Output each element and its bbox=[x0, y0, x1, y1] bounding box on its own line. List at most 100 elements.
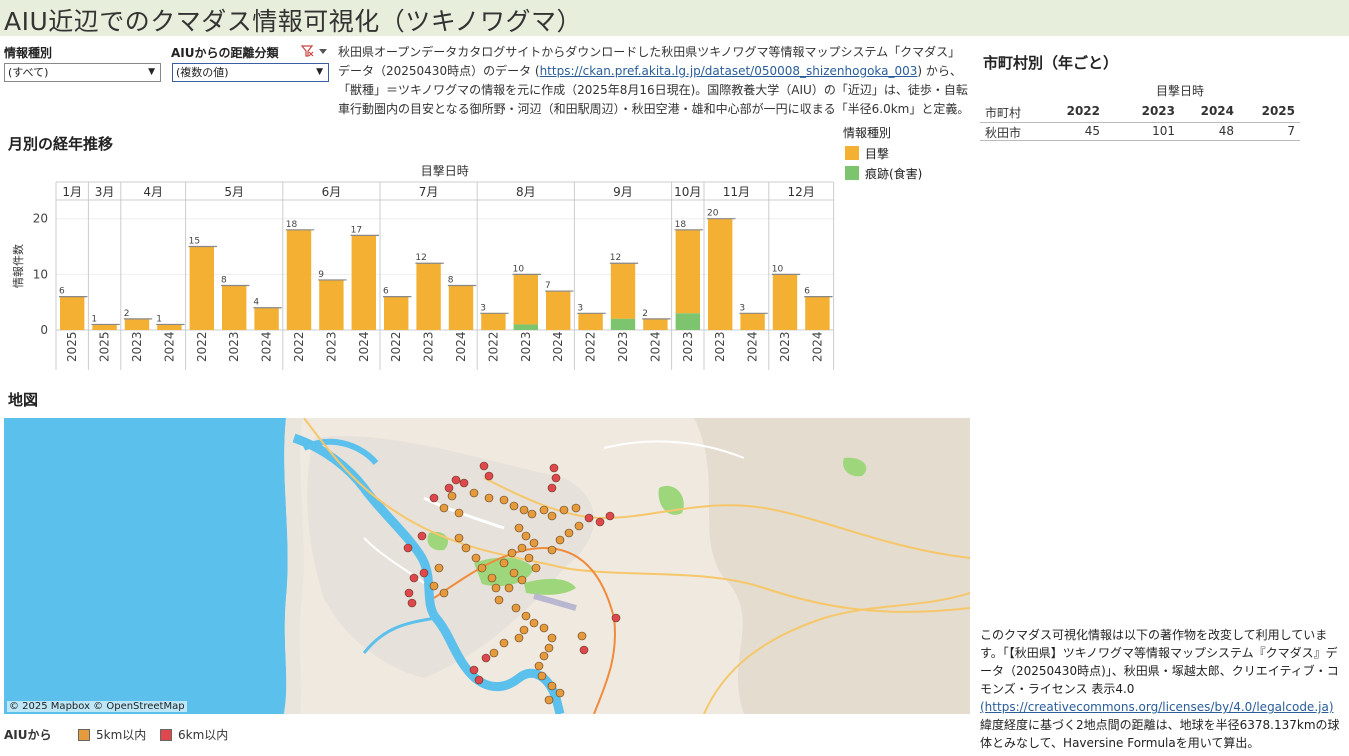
map-point[interactable] bbox=[444, 483, 454, 493]
legend-label: 5km以内 bbox=[96, 728, 147, 742]
map-legend-item-6km[interactable]: 6km以内 bbox=[160, 726, 228, 743]
map-point[interactable] bbox=[549, 463, 559, 473]
map-point[interactable] bbox=[564, 528, 574, 538]
map-point[interactable] bbox=[529, 538, 539, 548]
map-point[interactable] bbox=[419, 568, 429, 578]
map-point[interactable] bbox=[491, 583, 501, 593]
map-point[interactable] bbox=[454, 533, 464, 543]
map-point[interactable] bbox=[539, 651, 549, 661]
map-point[interactable] bbox=[507, 548, 517, 558]
bar-sighting bbox=[546, 291, 571, 330]
map-point[interactable] bbox=[534, 661, 544, 671]
table-row[interactable]: 秋田市 45 101 48 7 bbox=[980, 122, 1300, 141]
map-point[interactable] bbox=[544, 695, 554, 705]
map-view[interactable]: © 2025 Mapbox © OpenStreetMap bbox=[4, 418, 970, 714]
map-point[interactable] bbox=[489, 648, 499, 658]
map-point[interactable] bbox=[469, 665, 479, 675]
map-point[interactable] bbox=[544, 643, 554, 653]
map-point[interactable] bbox=[529, 618, 539, 628]
map-point[interactable] bbox=[511, 603, 521, 613]
map-point[interactable] bbox=[559, 505, 569, 515]
map-point[interactable] bbox=[551, 473, 561, 483]
map-point[interactable] bbox=[404, 588, 414, 598]
map-point[interactable] bbox=[439, 503, 449, 513]
bar-sighting bbox=[740, 313, 765, 330]
map-point[interactable] bbox=[494, 595, 504, 605]
map-point[interactable] bbox=[547, 483, 557, 493]
map-point[interactable] bbox=[499, 495, 509, 505]
year-label: 2025 bbox=[65, 331, 79, 362]
legend-item-sighting[interactable]: 目撃 bbox=[845, 145, 889, 162]
map-point[interactable] bbox=[447, 491, 457, 501]
map-point[interactable] bbox=[509, 568, 519, 578]
map-point[interactable] bbox=[509, 501, 519, 511]
map-point[interactable] bbox=[605, 511, 615, 521]
dataset-link[interactable]: https://ckan.pref.akita.lg.jp/dataset/05… bbox=[539, 64, 918, 78]
map-point[interactable] bbox=[439, 588, 449, 598]
map-point[interactable] bbox=[584, 513, 594, 523]
map-point[interactable] bbox=[517, 575, 527, 585]
map-point[interactable] bbox=[547, 681, 557, 691]
map-point[interactable] bbox=[521, 531, 531, 541]
map-point[interactable] bbox=[514, 523, 524, 533]
map-point[interactable] bbox=[574, 521, 584, 531]
map-point[interactable] bbox=[524, 553, 534, 563]
map-point[interactable] bbox=[403, 543, 413, 553]
map-point[interactable] bbox=[484, 471, 494, 481]
map-point[interactable] bbox=[474, 675, 484, 685]
map-point[interactable] bbox=[451, 475, 461, 485]
legend-item-trace[interactable]: 痕跡(食害) bbox=[845, 165, 922, 182]
map-point[interactable] bbox=[459, 478, 469, 488]
map-point[interactable] bbox=[555, 535, 565, 545]
map-point[interactable] bbox=[477, 563, 487, 573]
map-point[interactable] bbox=[571, 503, 581, 513]
map-point[interactable] bbox=[484, 493, 494, 503]
map-point[interactable] bbox=[409, 573, 419, 583]
map-point[interactable] bbox=[555, 688, 565, 698]
license-link[interactable]: (https://creativecommons.org/licenses/by… bbox=[980, 700, 1334, 714]
map-point[interactable] bbox=[514, 633, 524, 643]
map-legend-item-5km[interactable]: 5km以内 bbox=[78, 726, 146, 743]
map-point[interactable] bbox=[469, 488, 479, 498]
map-point[interactable] bbox=[471, 553, 481, 563]
map-point[interactable] bbox=[417, 531, 427, 541]
map-point[interactable] bbox=[531, 563, 541, 573]
description-text-1: 秋田県オープンデータカタログサイトからダウンロードした秋田県ツキノワグマ等情報マ… bbox=[338, 45, 961, 78]
map-point[interactable] bbox=[547, 511, 557, 521]
map-point[interactable] bbox=[504, 583, 514, 593]
year-header: 2023 bbox=[1141, 104, 1175, 118]
map-point[interactable] bbox=[499, 558, 509, 568]
filter-distance-select[interactable]: (複数の値) ▼ bbox=[172, 63, 329, 82]
map-point[interactable] bbox=[479, 461, 489, 471]
map-point[interactable] bbox=[527, 509, 537, 519]
map-point[interactable] bbox=[434, 563, 444, 573]
map-point[interactable] bbox=[481, 653, 491, 663]
map-point[interactable] bbox=[519, 505, 529, 515]
filter-distance-label: AIUからの距離分類 bbox=[171, 46, 279, 60]
map-point[interactable] bbox=[539, 623, 549, 633]
map-point[interactable] bbox=[454, 508, 464, 518]
map-point[interactable] bbox=[487, 573, 497, 583]
map-point[interactable] bbox=[547, 633, 557, 643]
map-point[interactable] bbox=[547, 545, 557, 555]
map-point[interactable] bbox=[521, 611, 531, 621]
legend-swatch bbox=[845, 166, 859, 180]
map-point[interactable] bbox=[461, 543, 471, 553]
filter-type-select[interactable]: (すべて) ▼ bbox=[4, 63, 161, 82]
map-point[interactable] bbox=[611, 613, 621, 623]
bar-sighting bbox=[157, 324, 182, 330]
map-point[interactable] bbox=[577, 631, 587, 641]
map-point[interactable] bbox=[407, 598, 417, 608]
data-label: 8 bbox=[448, 275, 454, 285]
map-point[interactable] bbox=[519, 625, 529, 635]
map-point[interactable] bbox=[579, 645, 589, 655]
map-point[interactable] bbox=[539, 505, 549, 515]
map-point[interactable] bbox=[499, 638, 509, 648]
map-point[interactable] bbox=[517, 543, 527, 553]
map-point[interactable] bbox=[537, 671, 547, 681]
map-point[interactable] bbox=[429, 581, 439, 591]
map-point[interactable] bbox=[429, 493, 439, 503]
map-point[interactable] bbox=[595, 517, 605, 527]
map-credit[interactable]: © 2025 Mapbox © OpenStreetMap bbox=[7, 701, 187, 712]
filter-clear-button[interactable] bbox=[300, 43, 328, 57]
